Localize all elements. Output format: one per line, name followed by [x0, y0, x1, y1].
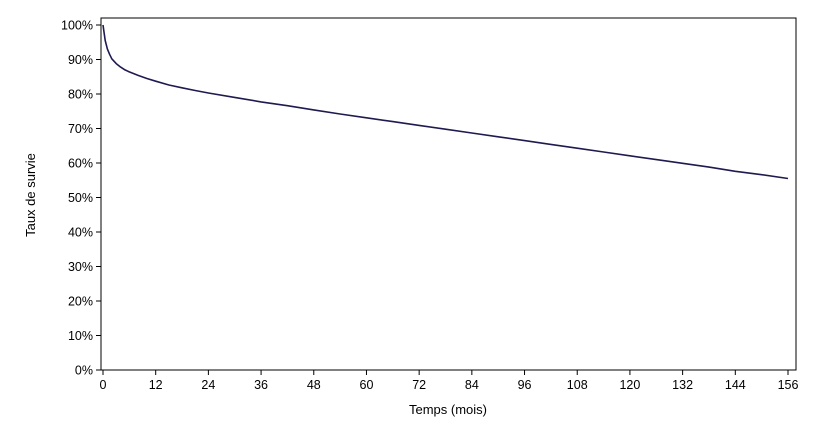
y-tick-label: 0% — [75, 364, 93, 378]
x-tick-label: 132 — [672, 378, 693, 392]
x-tick-label: 120 — [619, 378, 640, 392]
y-tick-label: 60% — [68, 157, 93, 171]
y-tick-label: 70% — [68, 122, 93, 136]
survival-curve — [102, 24, 789, 180]
x-tick-label: 0 — [100, 378, 107, 392]
y-tick-label: 30% — [68, 260, 93, 274]
x-tick-label: 144 — [725, 378, 746, 392]
x-axis: 0 12 24 36 48 60 72 84 96 108 120 132 144 156 — [100, 370, 799, 392]
x-tick-label: 48 — [307, 378, 321, 392]
x-tick-label: 84 — [465, 378, 479, 392]
y-tick-label: 40% — [68, 226, 93, 240]
y-tick-label: 50% — [68, 191, 93, 205]
x-tick-label: 12 — [149, 378, 163, 392]
y-tick-label: 10% — [68, 329, 93, 343]
x-tick-label: 60 — [360, 378, 374, 392]
y-axis: 0% 10% 20% 30% 40% 50% 60% 70% 80% 90% 100% — [61, 19, 101, 378]
y-tick-label: 100% — [61, 19, 93, 33]
y-tick-label: 80% — [68, 88, 93, 102]
x-tick-label: 24 — [201, 378, 215, 392]
x-tick-label: 108 — [567, 378, 588, 392]
series-layer — [102, 24, 789, 180]
x-tick-label: 156 — [778, 378, 799, 392]
x-axis-title: Temps (mois) — [409, 402, 487, 417]
x-tick-label: 36 — [254, 378, 268, 392]
plot-frame — [100, 17, 797, 371]
x-tick-label: 72 — [412, 378, 426, 392]
y-tick-label: 90% — [68, 53, 93, 67]
y-tick-label: 20% — [68, 295, 93, 309]
x-tick-label: 96 — [518, 378, 532, 392]
y-axis-title: Taux de survie — [23, 153, 38, 237]
